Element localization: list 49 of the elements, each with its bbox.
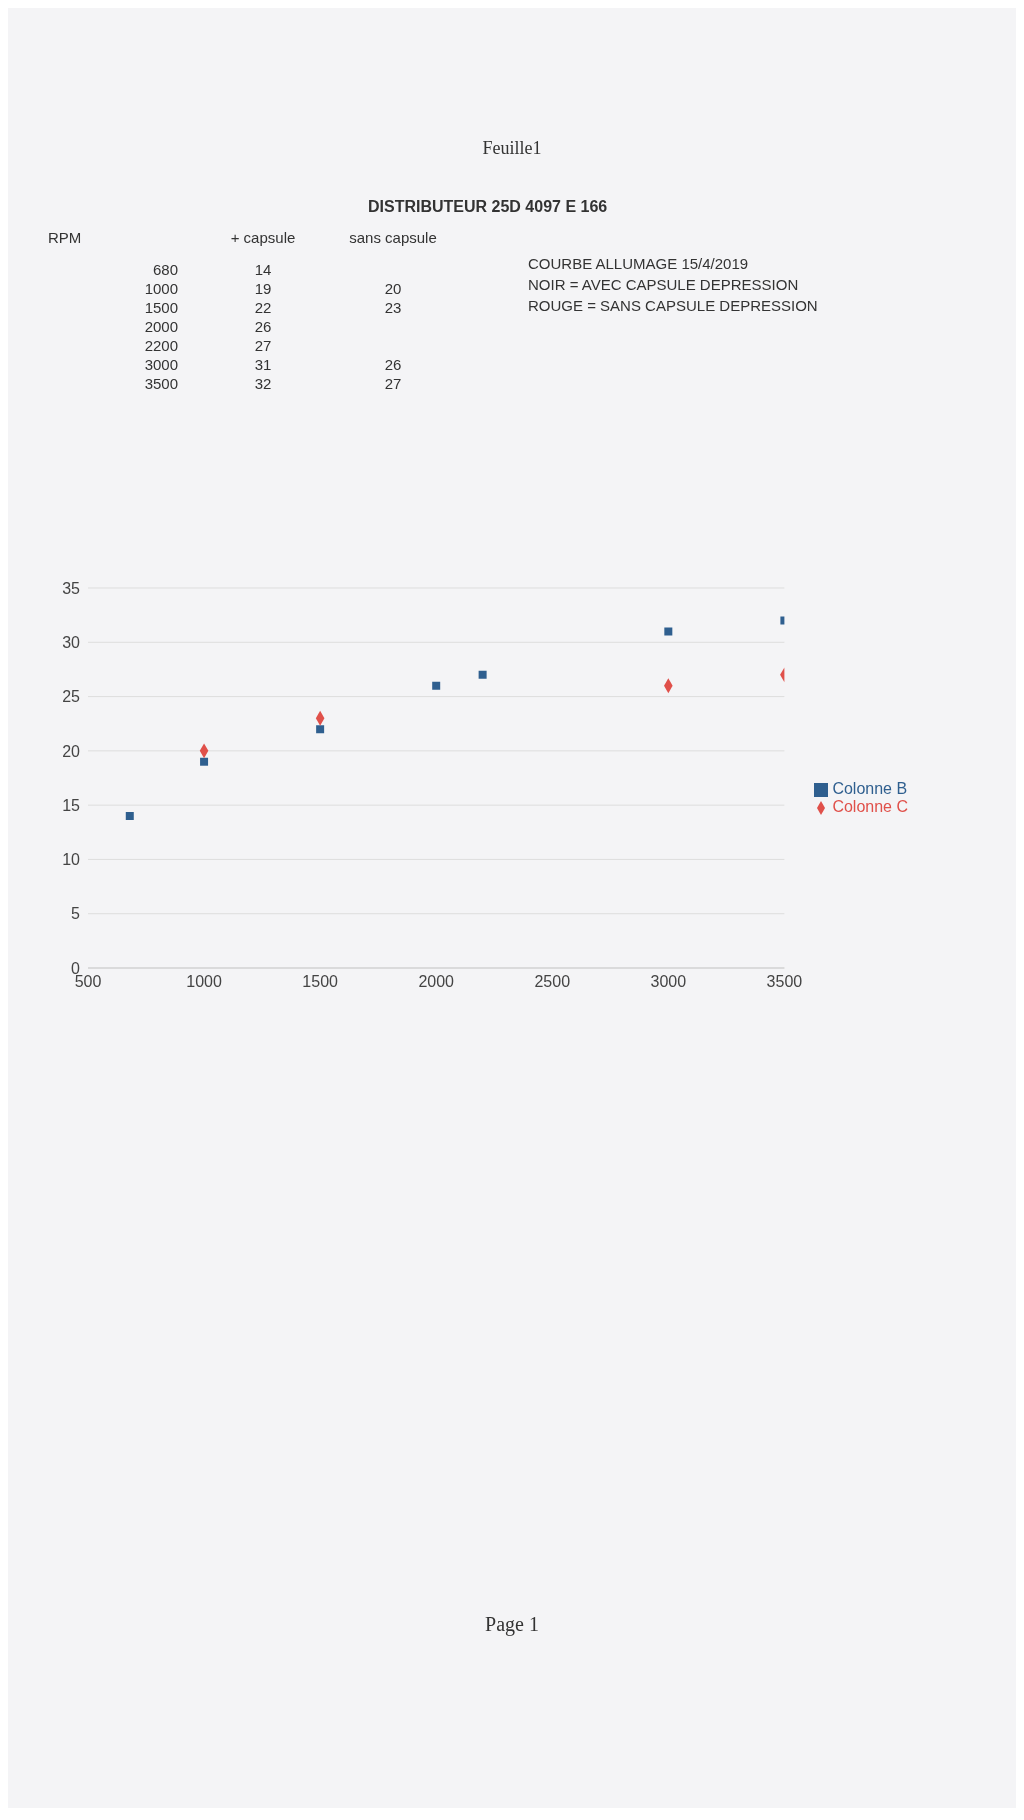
- text: COURBE ALLUMAGE 15/4/2019: [528, 254, 750, 274]
- data-label: 27: [253, 336, 273, 355]
- y-tick-label: 20: [62, 742, 81, 760]
- y-tick-label: 3500: [143, 374, 179, 393]
- y-tick-label: 2200: [143, 336, 179, 355]
- data-label: 32: [253, 374, 273, 393]
- point: [125, 812, 134, 820]
- y-tick-label: 35: [62, 579, 81, 597]
- data-label: 27: [383, 374, 403, 393]
- data-label: 19: [253, 279, 273, 298]
- y-tick-label: 3000: [143, 355, 179, 374]
- data-label: 31: [253, 355, 273, 374]
- text: Page 1: [484, 1613, 540, 1636]
- y-tick-label: 5: [71, 905, 81, 923]
- data-label: 22: [253, 298, 273, 317]
- point: [316, 725, 325, 734]
- text: ROUGE = SANS CAPSULE DEPRESSION: [528, 296, 818, 316]
- data-label: 14: [253, 260, 273, 279]
- data-label: 23: [383, 298, 403, 317]
- y-tick-label: 25: [62, 688, 81, 706]
- point: [664, 627, 673, 636]
- y-axis-title: RPM: [48, 228, 83, 248]
- y-tick-label: 15: [62, 796, 81, 814]
- data-label: 26: [383, 355, 403, 374]
- text: NOIR = AVEC CAPSULE DEPRESSION: [528, 275, 800, 295]
- x-tick-label: 2500: [534, 973, 571, 991]
- x-tick-label: 3500: [766, 973, 803, 991]
- y-tick-label: 10: [62, 851, 81, 869]
- point: [478, 670, 487, 679]
- y-tick-label: 2000: [143, 317, 179, 336]
- x-tick-label: sans capsule: [348, 228, 438, 248]
- x-tick-label: + capsule: [229, 228, 297, 248]
- x-tick-label: 1000: [186, 973, 222, 991]
- chart-title: DISTRIBUTEUR 25D 4097 E 166: [368, 198, 608, 216]
- x-tick-label: 500: [74, 973, 102, 991]
- x-tick-label: 3000: [650, 973, 687, 991]
- point: [432, 681, 441, 690]
- legend-label: Colonne C: [832, 798, 908, 815]
- y-tick-label: 1500: [143, 298, 179, 317]
- data-label: 20: [383, 279, 403, 298]
- y-tick-label: 30: [62, 633, 81, 651]
- x-tick-label: 2000: [418, 973, 455, 991]
- data-label: 26: [253, 317, 273, 336]
- legend-label: Colonne B: [832, 780, 908, 797]
- y-tick-label: 1000: [143, 279, 179, 298]
- x-tick-label: 1500: [302, 973, 339, 991]
- y-tick-label: 680: [151, 260, 179, 279]
- point: [200, 757, 209, 766]
- text: Feuille1: [481, 138, 543, 159]
